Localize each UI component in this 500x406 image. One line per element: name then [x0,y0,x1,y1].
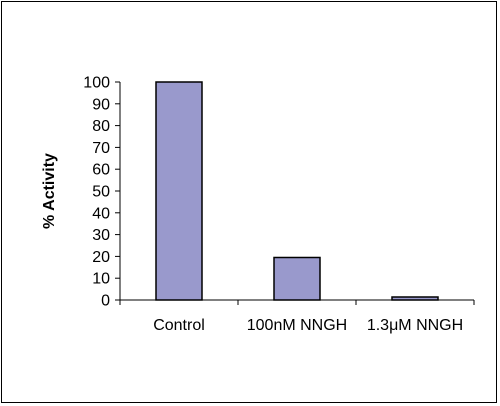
y-tick-label: 30 [92,227,110,244]
y-tick-label: 80 [92,118,110,135]
y-tick-label: 70 [92,140,110,157]
y-tick-label: 10 [92,271,110,288]
x-tick-label: 1.3μM NNGH [367,317,463,334]
bar-1 [273,256,321,301]
x-axis: Control 100nM NNGH 1.3μM NNGH [119,299,475,334]
y-tick-label: 100 [83,75,110,92]
x-tick-label: 100nM NNGH [247,317,347,334]
y-axis: 0 10 20 30 40 50 60 70 80 90 100 [83,75,121,310]
y-tick-label: 40 [92,205,110,222]
y-axis-title: % Activity [41,153,58,229]
y-tick-label: 0 [101,293,110,310]
y-tick-label: 20 [92,249,110,266]
y-tick-label: 60 [92,162,110,179]
x-tick-label: Control [153,317,205,334]
y-tick-label: 50 [92,184,110,201]
y-tick-label: 90 [92,96,110,113]
bars-group [155,81,439,301]
bar-0 [155,81,203,301]
